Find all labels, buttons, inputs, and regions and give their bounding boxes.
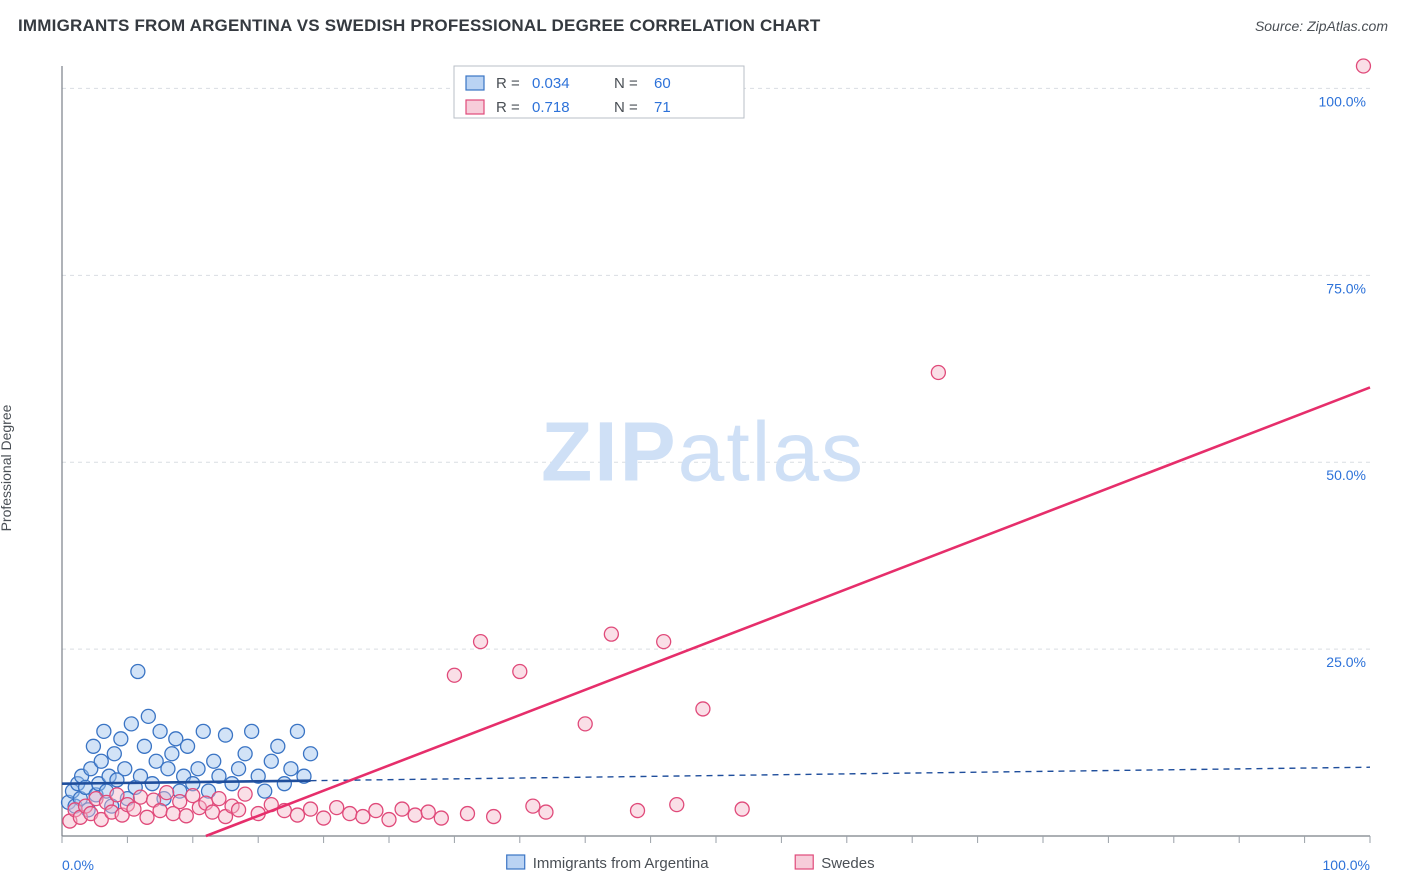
legend-r-value: 0.034 bbox=[532, 75, 570, 92]
x-tick-label: 100.0% bbox=[1323, 857, 1370, 873]
data-point bbox=[196, 724, 210, 738]
data-point bbox=[735, 802, 749, 816]
legend-swatch bbox=[466, 76, 484, 90]
data-point bbox=[225, 777, 239, 791]
data-point bbox=[191, 762, 205, 776]
legend-n-label: N = bbox=[614, 75, 638, 92]
data-point bbox=[631, 804, 645, 818]
data-point bbox=[539, 805, 553, 819]
data-point bbox=[578, 717, 592, 731]
x-tick-label: 0.0% bbox=[62, 857, 94, 873]
data-point bbox=[264, 754, 278, 768]
y-tick-label: 50.0% bbox=[1326, 467, 1366, 483]
data-point bbox=[434, 811, 448, 825]
data-point bbox=[513, 665, 527, 679]
legend-series-label: Immigrants from Argentina bbox=[533, 855, 710, 872]
data-point bbox=[179, 809, 193, 823]
data-point bbox=[474, 635, 488, 649]
scatter-chart: 25.0% 50.0% 75.0% 100.0% 0.0% 100.0% R = 0.034 N… bbox=[14, 58, 1392, 878]
legend-r-label: R = bbox=[496, 75, 520, 92]
data-point bbox=[670, 798, 684, 812]
data-point bbox=[369, 804, 383, 818]
legend-n-value: 60 bbox=[654, 75, 671, 92]
data-point bbox=[290, 808, 304, 822]
data-point bbox=[696, 702, 710, 716]
data-point bbox=[245, 724, 259, 738]
data-point bbox=[140, 810, 154, 824]
data-point bbox=[1356, 59, 1370, 73]
data-point bbox=[382, 813, 396, 827]
data-point bbox=[290, 724, 304, 738]
chart-container: Professional Degree ZIPatlas 25.0%50.0%7… bbox=[14, 58, 1392, 878]
data-point bbox=[118, 762, 132, 776]
data-point bbox=[161, 762, 175, 776]
data-point bbox=[657, 635, 671, 649]
data-point bbox=[395, 802, 409, 816]
data-point bbox=[356, 810, 370, 824]
legend-r-value: 0.718 bbox=[532, 99, 570, 116]
data-point bbox=[97, 724, 111, 738]
trend-line-ext bbox=[311, 767, 1370, 780]
legend-n-label: N = bbox=[614, 99, 638, 116]
data-point bbox=[238, 787, 252, 801]
legend-r-label: R = bbox=[496, 99, 520, 116]
legend-series-label: Swedes bbox=[821, 855, 874, 872]
data-point bbox=[271, 739, 285, 753]
header: IMMIGRANTS FROM ARGENTINA VS SWEDISH PRO… bbox=[18, 16, 1388, 36]
y-axis-label: Professional Degree bbox=[0, 405, 14, 532]
data-point bbox=[317, 811, 331, 825]
data-point bbox=[447, 668, 461, 682]
y-tick-label: 25.0% bbox=[1326, 654, 1366, 670]
legend-n-value: 71 bbox=[654, 99, 671, 116]
data-point bbox=[219, 728, 233, 742]
data-point bbox=[931, 366, 945, 380]
data-point bbox=[212, 792, 226, 806]
data-point bbox=[141, 709, 155, 723]
data-point bbox=[205, 805, 219, 819]
data-point bbox=[86, 739, 100, 753]
data-point bbox=[153, 804, 167, 818]
data-point bbox=[304, 802, 318, 816]
data-point bbox=[604, 627, 618, 641]
data-point bbox=[94, 754, 108, 768]
y-tick-label: 100.0% bbox=[1319, 93, 1366, 109]
legend-swatch bbox=[795, 855, 813, 869]
source-label: Source: ZipAtlas.com bbox=[1255, 18, 1388, 34]
data-point bbox=[460, 807, 474, 821]
data-point bbox=[207, 754, 221, 768]
data-point bbox=[526, 799, 540, 813]
data-point bbox=[153, 724, 167, 738]
data-point bbox=[181, 739, 195, 753]
data-point bbox=[114, 732, 128, 746]
legend-swatch bbox=[507, 855, 525, 869]
data-point bbox=[124, 717, 138, 731]
data-point bbox=[487, 810, 501, 824]
data-point bbox=[137, 739, 151, 753]
trend-line bbox=[206, 387, 1370, 836]
data-point bbox=[238, 747, 252, 761]
data-point bbox=[165, 747, 179, 761]
data-point bbox=[304, 747, 318, 761]
data-point bbox=[107, 747, 121, 761]
data-point bbox=[343, 807, 357, 821]
legend-swatch bbox=[466, 100, 484, 114]
data-point bbox=[160, 786, 174, 800]
data-point bbox=[131, 665, 145, 679]
data-point bbox=[421, 805, 435, 819]
data-point bbox=[232, 803, 246, 817]
chart-title: IMMIGRANTS FROM ARGENTINA VS SWEDISH PRO… bbox=[18, 16, 821, 36]
data-point bbox=[133, 790, 147, 804]
data-point bbox=[258, 784, 272, 798]
y-tick-label: 75.0% bbox=[1326, 280, 1366, 296]
data-point bbox=[408, 808, 422, 822]
data-point bbox=[284, 762, 298, 776]
data-point bbox=[330, 801, 344, 815]
data-point bbox=[277, 777, 291, 791]
data-point bbox=[173, 795, 187, 809]
data-point bbox=[232, 762, 246, 776]
